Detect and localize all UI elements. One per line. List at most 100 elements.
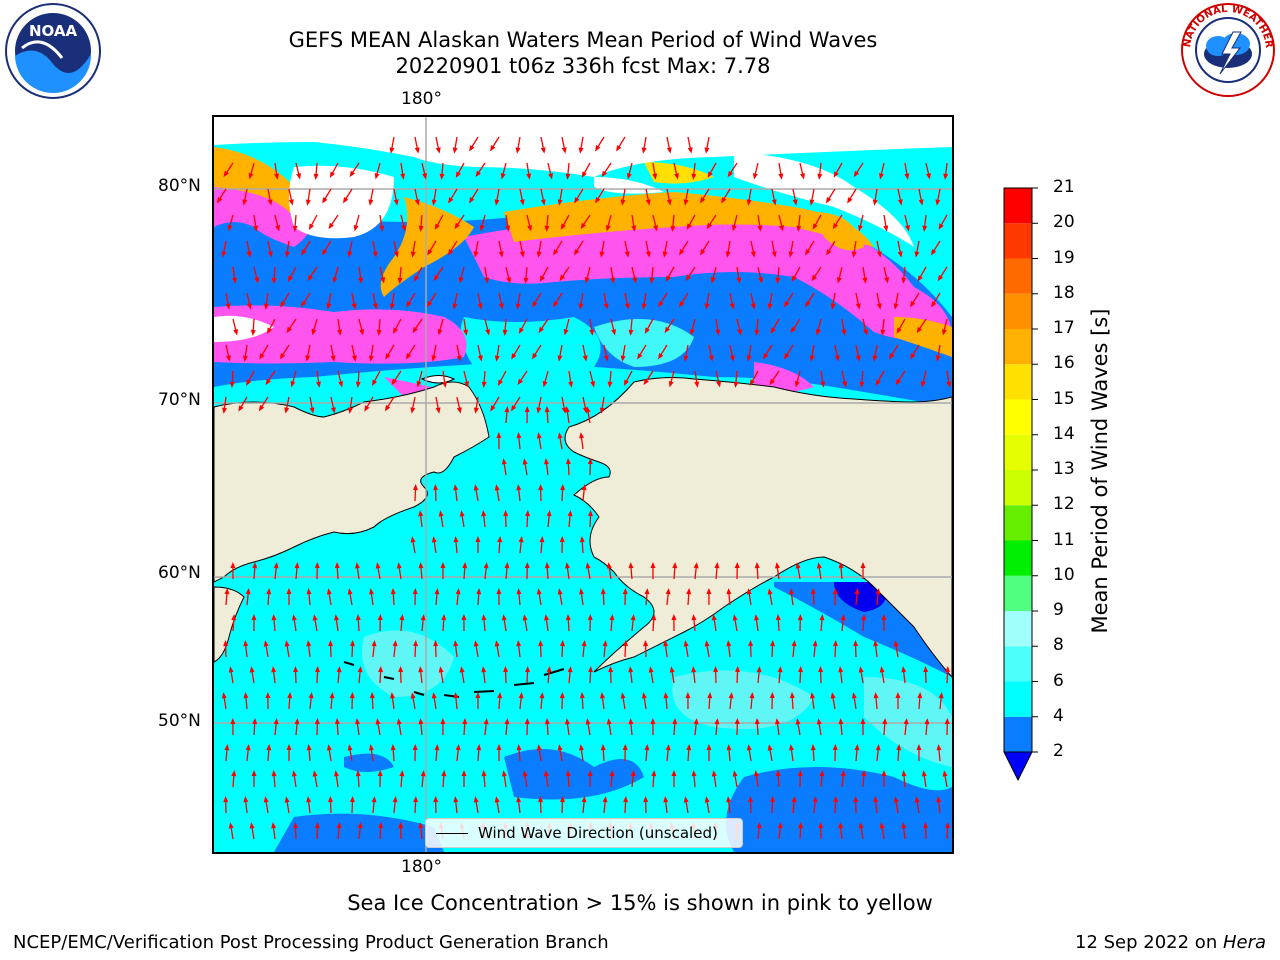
wind-wave-arrow-head <box>462 562 468 569</box>
wind-wave-arrow-head <box>653 225 658 232</box>
wind-wave-arrow-head <box>420 770 426 777</box>
wind-wave-arrow-head <box>706 588 712 595</box>
colorbar-segment <box>1004 646 1032 682</box>
wind-wave-arrow-head <box>469 197 475 204</box>
wind-wave-arrow-head <box>347 744 353 751</box>
wind-wave-arrow-head <box>483 562 489 569</box>
wind-wave-arrow-head <box>379 225 385 232</box>
wind-wave-arrow-head <box>796 225 802 232</box>
wind-wave-arrow-head <box>462 718 468 725</box>
wind-wave-arrow-head <box>763 353 769 360</box>
wind-wave-arrow-head <box>689 329 695 336</box>
wind-wave-arrow-head <box>622 588 628 595</box>
wind-wave-arrow-head <box>795 562 801 569</box>
wind-wave-arrow-head <box>777 822 783 829</box>
wind-wave-arrow-head <box>875 379 881 386</box>
wind-wave-arrow-head <box>229 381 235 388</box>
wind-wave-arrow-head <box>375 718 381 725</box>
wind-wave-arrow-head <box>265 378 271 386</box>
wind-wave-arrow-head <box>481 510 487 517</box>
wind-wave-arrow-head <box>539 692 545 699</box>
wind-wave-arrow-head <box>916 744 922 751</box>
wind-wave-arrow-head <box>453 796 459 803</box>
wind-wave-arrow-head <box>368 744 374 751</box>
wind-wave-arrow-head <box>453 536 459 543</box>
wind-wave-arrow-head <box>332 276 338 284</box>
wind-wave-arrow-head <box>377 770 383 777</box>
wind-wave-arrow-head <box>484 277 490 284</box>
wind-wave-arrow-head <box>540 147 546 154</box>
wind-wave-arrow-head <box>473 484 479 491</box>
wind-wave-arrow-head <box>515 147 521 154</box>
wind-wave-arrow-head <box>595 197 601 204</box>
wind-wave-arrow-head <box>431 199 437 206</box>
wind-wave-arrow-head <box>384 404 391 412</box>
wind-wave-arrow-head <box>300 300 307 308</box>
land-siberia <box>214 381 490 583</box>
wind-wave-arrow-head <box>438 510 444 517</box>
wind-wave-arrow-head <box>589 329 595 336</box>
wind-wave-arrow-head <box>756 666 762 673</box>
wind-wave-arrow-head <box>501 614 507 621</box>
wind-wave-arrow-head <box>544 225 550 232</box>
wind-wave-arrow-head <box>355 770 361 777</box>
wind-wave-arrow-head <box>557 744 563 751</box>
wind-wave-arrow-head <box>649 277 655 284</box>
wind-wave-arrow-head <box>271 614 277 621</box>
wind-wave-arrow-head <box>410 536 416 543</box>
wind-wave-arrow-head <box>664 326 670 334</box>
wind-wave-arrow-head <box>485 329 491 336</box>
wind-wave-arrow-head <box>559 536 565 543</box>
wind-wave-arrow-head <box>368 199 374 206</box>
wind-wave-arrow-head <box>221 692 227 699</box>
wind-wave-arrow-head <box>693 562 699 569</box>
wind-wave-arrow-head <box>606 562 612 569</box>
wind-wave-arrow-head <box>337 329 343 336</box>
wind-wave-arrow-head <box>258 404 265 412</box>
wind-wave-arrow-head <box>609 770 615 777</box>
wind-wave-arrow-head <box>440 562 446 569</box>
wind-wave-arrow-head <box>610 277 616 284</box>
wind-wave-arrow-head <box>358 277 364 284</box>
wind-wave-arrow-head <box>873 796 879 803</box>
wind-wave-arrow-head <box>800 173 805 180</box>
wind-wave-arrow-head <box>658 353 664 360</box>
wind-wave-arrow-head <box>910 301 916 308</box>
wind-wave-arrow-head <box>291 770 297 777</box>
wind-wave-arrow-head <box>439 173 445 180</box>
wind-wave-arrow-head <box>706 222 713 230</box>
wind-wave-arrow-head <box>531 352 538 360</box>
wind-wave-arrow-head <box>349 692 355 699</box>
lat-label-80: 80°N <box>158 176 201 196</box>
wind-wave-arrow-head <box>731 225 737 232</box>
wind-wave-arrow-head <box>227 224 233 232</box>
colorbar <box>1003 187 1038 782</box>
wind-wave-arrow-head <box>901 822 907 829</box>
colorbar-tick-label: 18 <box>1053 282 1075 303</box>
wind-wave-arrow-head <box>691 770 697 777</box>
wind-wave-arrow-head <box>708 355 714 362</box>
wind-wave-arrow-head <box>434 223 440 230</box>
wind-wave-arrow-head <box>438 666 444 673</box>
colorbar-tick-label: 15 <box>1053 388 1075 409</box>
wind-wave-arrow-head <box>516 588 522 595</box>
wind-wave-arrow-head <box>704 640 710 647</box>
wind-wave-arrow-head <box>392 327 398 334</box>
wind-wave-arrow-head <box>944 718 950 725</box>
wind-wave-arrow-head <box>536 407 542 414</box>
wind-wave-arrow-head <box>333 614 339 621</box>
wind-wave-arrow-head <box>579 536 585 543</box>
wind-wave-arrow-head <box>267 251 273 258</box>
wind-wave-arrow-head <box>791 275 797 282</box>
wind-wave-arrow-head <box>853 640 859 647</box>
wind-wave-arrow-head <box>622 744 628 751</box>
wind-wave-arrow-head <box>652 173 658 180</box>
wind-wave-arrow-head <box>923 666 929 673</box>
wind-wave-arrow-head <box>286 588 292 595</box>
wind-wave-arrow-head <box>683 640 689 647</box>
wind-wave-arrow-head <box>620 692 626 699</box>
ocean-low-patch <box>504 749 644 800</box>
wind-wave-arrow-head <box>872 199 878 206</box>
wind-wave-arrow-head <box>519 251 525 258</box>
wind-wave-arrow-head <box>504 406 510 413</box>
